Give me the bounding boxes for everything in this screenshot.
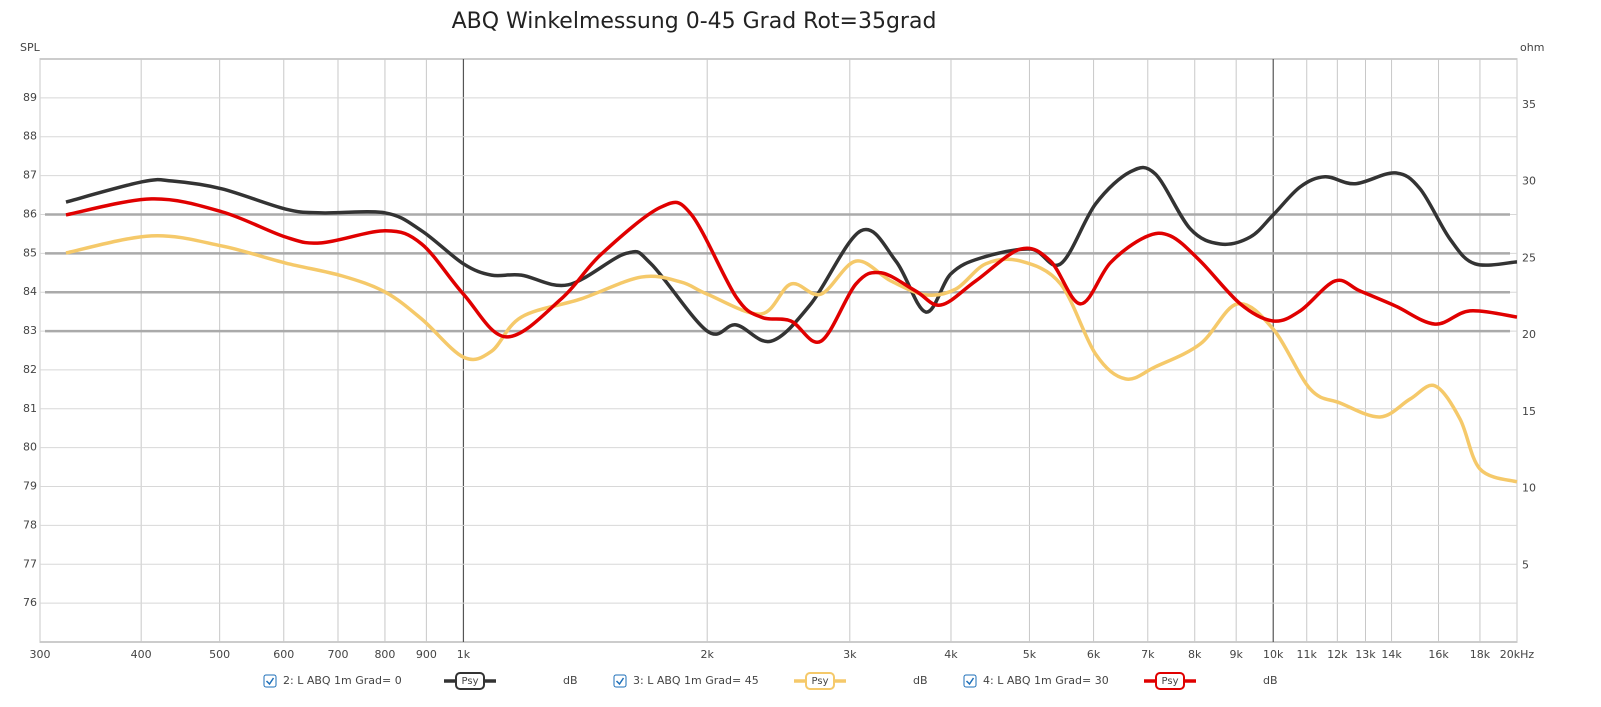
x-tick-label: 6k [1087,648,1101,661]
series-line [65,165,1518,344]
legend-unit: dB [563,674,578,687]
x-tick-label: 300 [30,648,51,661]
y2-tick-label: 20 [1522,328,1536,341]
legend-label: 2: L ABQ 1m Grad= 0 [283,674,402,687]
x-tick-label: 900 [416,648,437,661]
x-tick-label: 2k [701,648,715,661]
series-line [65,197,1518,344]
x-tick-label: 10k [1263,648,1284,661]
x-tick-label: 12k [1327,648,1348,661]
y-tick-label: 89 [23,91,37,104]
legend-unit: dB [913,674,928,687]
x-tick-label: 9k [1229,648,1243,661]
y2-axis-label: ohm [1520,41,1544,54]
legend-item: 4: L ABQ 1m Grad= 30 Psy dB [963,672,1278,690]
plot-area [39,58,1518,643]
y2-tick-label: 5 [1522,558,1529,571]
legend-checkbox[interactable] [613,674,627,688]
x-tick-label: 1k [457,648,471,661]
y-tick-label: 86 [23,207,37,220]
x-tick-label: 13k [1355,648,1376,661]
x-tick-label: 600 [273,648,294,661]
x-tick-label: 4k [944,648,958,661]
x-tick-label: 20kHz [1500,648,1535,661]
legend-smoothing: Psy [1162,676,1179,687]
y-tick-label: 79 [23,480,37,493]
legend-item: 2: L ABQ 1m Grad= 0 Psy dB [263,672,578,690]
x-tick-label: 700 [327,648,348,661]
x-tick-label: 7k [1141,648,1155,661]
legend-smoothing: Psy [812,676,829,687]
y2-tick-label: 15 [1522,405,1536,418]
x-tick-label: 400 [131,648,152,661]
y-tick-label: 82 [23,363,37,376]
y-axis-label: SPL [20,41,41,54]
x-tick-label: 800 [374,648,395,661]
legend-check [265,677,275,686]
x-tick-label: 3k [843,648,857,661]
x-tick-label: 14k [1381,648,1402,661]
legend-smoothing-badge[interactable] [455,672,485,690]
y-tick-label: 87 [23,169,37,182]
legend-smoothing: Psy [462,676,479,687]
legend-label: 3: L ABQ 1m Grad= 45 [633,674,759,687]
legend-check [965,677,975,686]
x-tick-label: 18k [1470,648,1491,661]
legend-smoothing-badge[interactable] [805,672,835,690]
y-tick-label: 78 [23,518,37,531]
y-tick-label: 77 [23,557,37,570]
y2-tick-label: 10 [1522,482,1536,495]
x-tick-label: 16k [1428,648,1449,661]
legend-checkbox[interactable] [963,674,977,688]
y-tick-label: 80 [23,441,37,454]
y2-tick-label: 25 [1522,251,1536,264]
y-tick-label: 85 [23,246,37,259]
y2-tick-label: 35 [1522,98,1536,111]
series-line [65,233,1518,484]
chart-title: ABQ Winkelmessung 0-45 Grad Rot=35grad [452,9,937,34]
y-tick-label: 76 [23,596,37,609]
y-tick-label: 81 [23,402,37,415]
legend-smoothing-badge[interactable] [1155,672,1185,690]
x-tick-label: 8k [1188,648,1202,661]
y-tick-label: 83 [23,324,37,337]
x-tick-label: 11k [1297,648,1318,661]
x-tick-label: 500 [209,648,230,661]
y-tick-label: 84 [23,285,37,298]
legend-label: 4: L ABQ 1m Grad= 30 [983,674,1109,687]
y-tick-label: 88 [23,130,37,143]
legend-check [615,677,625,686]
legend-unit: dB [1263,674,1278,687]
y2-tick-label: 30 [1522,175,1536,188]
x-tick-label: 5k [1023,648,1037,661]
legend-item: 3: L ABQ 1m Grad= 45 Psy dB [613,672,928,690]
legend-checkbox[interactable] [263,674,277,688]
